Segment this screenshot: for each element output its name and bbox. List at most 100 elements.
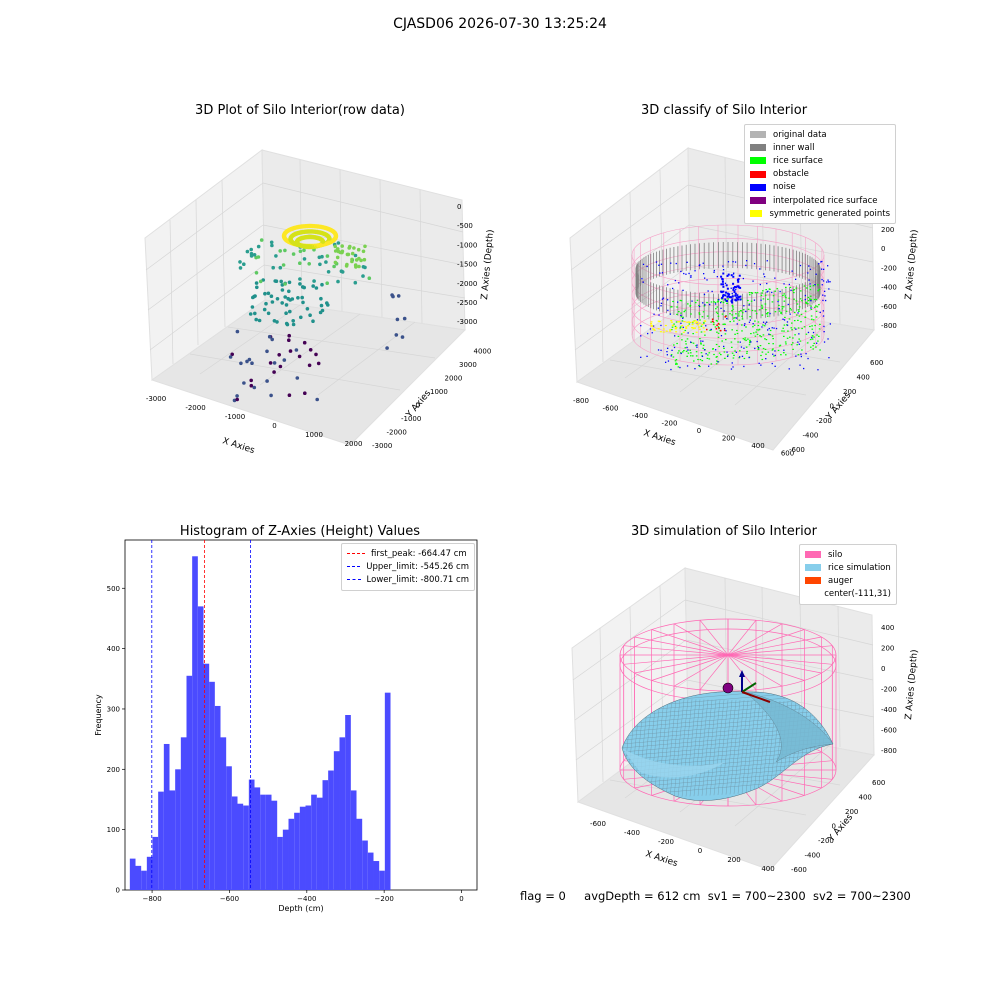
classify-z-tick: -200 — [881, 264, 897, 272]
classify-surface-point — [777, 299, 780, 301]
classify-surface-point — [676, 342, 678, 345]
classify-surface-point — [809, 285, 811, 287]
legend-swatch — [750, 170, 766, 178]
raw-point — [254, 285, 259, 290]
classify-noise-point — [732, 366, 734, 368]
classify-surface-point — [767, 298, 769, 300]
classify-noise-point — [822, 310, 824, 312]
classify-surface-point — [718, 352, 721, 354]
classify-surface-point — [762, 298, 765, 300]
raw-point — [278, 249, 283, 253]
classify-noise-point — [667, 360, 670, 362]
classify-obstacle-point — [711, 318, 714, 320]
classify-symmetric-point — [664, 324, 667, 327]
raw-point — [353, 280, 358, 285]
classify-surface-point — [732, 308, 735, 310]
classify-noise-point — [727, 261, 730, 263]
legend-label: symmetric generated points — [769, 208, 890, 219]
classify-noise-point — [753, 263, 756, 265]
legend-item: original data — [750, 128, 890, 141]
classify-symmetric-point — [691, 321, 694, 323]
raw-point — [279, 279, 284, 284]
classify-surface-point — [751, 292, 754, 294]
raw-point — [327, 236, 332, 241]
classify-obstacle-point — [716, 324, 718, 326]
classify-surface-point — [767, 351, 770, 353]
classify-noise-point — [646, 355, 648, 357]
classify-noise-point — [730, 296, 733, 299]
classify-surface-point — [692, 355, 694, 357]
raw-point — [264, 301, 268, 306]
classify-surface-point — [714, 301, 717, 304]
raw-point — [320, 254, 324, 259]
classify-surface-point — [811, 325, 813, 327]
classify-noise-point — [660, 349, 662, 351]
classify-noise-point — [745, 264, 747, 267]
raw-point — [283, 248, 287, 253]
classify-surface-point — [698, 313, 701, 315]
classify-symmetric-point — [694, 320, 697, 322]
classify-surface-point — [685, 350, 688, 352]
raw-point — [249, 247, 253, 252]
raw-point — [280, 288, 285, 292]
classify-noise-point — [766, 260, 768, 262]
classify-surface-point — [731, 352, 734, 354]
histogram-x-tick-label: −200 — [375, 895, 394, 903]
classify-noise-point — [730, 274, 733, 277]
raw-z-tick: -500 — [457, 222, 473, 230]
histogram-title: Histogram of Z-Axies (Height) Values — [179, 524, 421, 539]
classify-noise-point — [820, 261, 822, 263]
raw-point — [281, 263, 286, 267]
classify-symmetric-point — [686, 321, 689, 323]
raw-point — [339, 269, 344, 274]
raw-point — [282, 358, 287, 362]
classify-symmetric-point — [692, 327, 695, 329]
classify-y-tick: 400 — [857, 374, 870, 382]
histogram-bar — [248, 779, 255, 890]
raw-point — [291, 322, 296, 327]
simulation-wire-spoke — [699, 619, 729, 656]
raw-point — [305, 307, 310, 311]
classify-noise-point — [680, 352, 682, 355]
classify-surface-point — [754, 292, 757, 294]
classify-noise-point — [682, 317, 684, 319]
classify-noise-point — [658, 314, 660, 316]
classify-surface-point — [715, 311, 718, 313]
raw-point — [265, 349, 269, 354]
raw-point — [295, 376, 300, 380]
histogram-bar — [367, 852, 374, 890]
simulation-wire-spoke — [727, 623, 783, 656]
classify-surface-point — [812, 319, 815, 321]
simulation-wire-spoke — [623, 654, 729, 665]
classify-y-tick: -200 — [816, 417, 832, 425]
raw-y-tick: -1000 — [401, 415, 421, 423]
classify-surface-point — [677, 366, 680, 368]
classify-surface-point — [804, 316, 806, 318]
classify-surface-point — [713, 322, 715, 324]
classify-symmetric-point — [695, 331, 698, 333]
raw-point — [266, 311, 271, 316]
classify-surface-point — [769, 334, 772, 336]
raw-point — [265, 379, 269, 383]
classify-surface-point — [746, 350, 748, 353]
raw-point — [359, 258, 363, 263]
classify-surface-point — [793, 311, 796, 313]
raw-point — [278, 265, 283, 270]
classify-surface-point — [733, 320, 735, 322]
classify-noise-point — [698, 264, 700, 267]
classify-surface-point — [737, 313, 740, 315]
classify-surface-point — [760, 354, 762, 357]
raw-point — [300, 295, 305, 300]
classify-y-tick: 200 — [843, 388, 856, 396]
classify-surface-point — [756, 333, 759, 335]
raw-point — [254, 281, 259, 285]
classify-noise-point — [725, 300, 728, 302]
classify-noise-point — [758, 362, 760, 364]
histogram-reference-lines — [151, 540, 252, 890]
legend-label: rice simulation — [828, 562, 891, 573]
classify-noise-point — [640, 356, 642, 358]
raw-point — [297, 354, 302, 359]
raw-point — [252, 253, 257, 257]
classify-surface-point — [744, 337, 747, 339]
